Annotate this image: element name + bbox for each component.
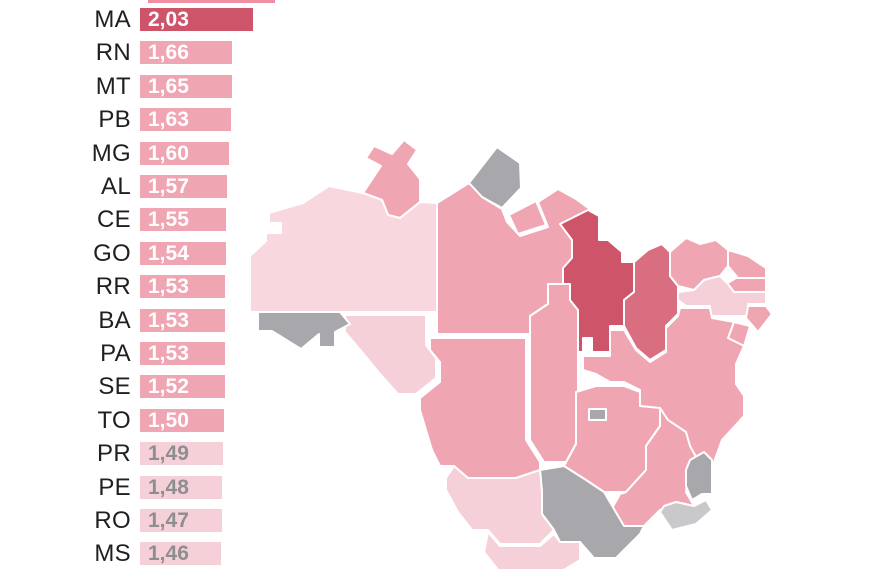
bar-row-to: TO 1,50 <box>0 407 224 434</box>
state-label-ro: RO <box>94 507 131 534</box>
bar-value-label: 1,54 <box>148 242 189 265</box>
state-shape-pr <box>483 531 581 570</box>
state-shape-al <box>745 305 773 333</box>
bar-row-mg: MG 1,60 <box>0 140 229 167</box>
state-shape-ro <box>344 314 437 395</box>
value-bar-rn: 1,66 <box>140 41 232 64</box>
bar-value-label: 1,60 <box>148 142 189 165</box>
state-label-to: TO <box>97 407 131 434</box>
bar-value-label: 1,66 <box>148 41 189 64</box>
bar-value-label: 1,47 <box>148 509 189 532</box>
value-bar-pb: 1,63 <box>140 108 231 131</box>
value-bar-pe: 1,48 <box>140 476 222 499</box>
state-label-se: SE <box>98 373 131 400</box>
bar-value-label: 1,52 <box>148 375 189 398</box>
bar-value-label: 1,55 <box>148 208 189 231</box>
bar-row-ce: CE 1,55 <box>0 206 226 233</box>
cropped-top-bar <box>148 0 275 3</box>
value-bar-ro: 1,47 <box>140 509 222 532</box>
value-bar-pa: 1,53 <box>140 342 225 365</box>
value-bar-ba: 1,53 <box>140 309 225 332</box>
bar-row-pr: PR 1,49 <box>0 440 223 467</box>
state-label-al: AL <box>101 173 131 200</box>
bar-row-pe: PE 1,48 <box>0 474 222 501</box>
bar-value-label: 1,53 <box>148 309 189 332</box>
value-bar-ce: 1,55 <box>140 208 226 231</box>
bar-value-label: 1,49 <box>148 442 189 465</box>
bar-row-al: AL 1,57 <box>0 173 227 200</box>
bar-value-label: 1,57 <box>148 175 189 198</box>
value-bar-al: 1,57 <box>140 175 227 198</box>
state-shape-ms <box>445 465 555 545</box>
state-label-rn: RN <box>95 39 131 66</box>
value-bar-mt: 1,65 <box>140 75 232 98</box>
state-shape-pa <box>508 200 547 235</box>
value-bar-se: 1,52 <box>140 375 225 398</box>
state-label-rr: RR <box>95 273 131 300</box>
value-bar-ma: 2,03 <box>140 8 253 31</box>
bar-value-label: 1,65 <box>148 75 189 98</box>
bar-value-label: 1,46 <box>148 542 189 565</box>
value-bar-to: 1,50 <box>140 409 224 432</box>
state-label-ba: BA <box>98 307 131 334</box>
bar-row-ro: RO 1,47 <box>0 507 222 534</box>
state-shape-rj <box>659 499 713 531</box>
bar-value-label: 1,48 <box>148 476 189 499</box>
state-label-pb: PB <box>98 106 131 133</box>
bar-value-label: 1,50 <box>148 409 189 432</box>
state-label-mt: MT <box>95 73 131 100</box>
state-shape-to <box>529 283 579 463</box>
state-label-mg: MG <box>91 140 131 167</box>
bar-value-label: 2,03 <box>148 8 189 31</box>
value-bar-mg: 1,60 <box>140 142 229 165</box>
state-label-ma: MA <box>94 6 131 33</box>
state-label-pe: PE <box>98 474 131 501</box>
state-shape-pe <box>677 275 767 317</box>
bar-value-label: 1,53 <box>148 275 189 298</box>
bar-row-rr: RR 1,53 <box>0 273 225 300</box>
bar-value-label: 1,63 <box>148 108 189 131</box>
state-shape-df <box>588 408 607 421</box>
state-label-ce: CE <box>97 206 131 233</box>
bar-row-pa: PA 1,53 <box>0 340 225 367</box>
state-label-pr: PR <box>97 440 131 467</box>
bar-row-rn: RN 1,66 <box>0 39 232 66</box>
bar-row-mt: MT 1,65 <box>0 73 232 100</box>
bar-row-ba: BA 1,53 <box>0 307 225 334</box>
bar-row-ma: MA 2,03 <box>0 6 253 33</box>
value-bar-rr: 1,53 <box>140 275 225 298</box>
state-shape-ac <box>257 311 351 350</box>
state-label-ms: MS <box>94 540 131 567</box>
bar-value-label: 1,53 <box>148 342 189 365</box>
state-shape-es <box>685 451 713 501</box>
value-bar-go: 1,54 <box>140 242 226 265</box>
bar-row-go: GO 1,54 <box>0 240 226 267</box>
state-shape-mt <box>419 337 541 479</box>
state-shape-pi <box>623 243 679 361</box>
bar-row-pb: PB 1,63 <box>0 106 231 133</box>
value-bar-pr: 1,49 <box>140 442 223 465</box>
bar-row-ms: MS 1,46 <box>0 540 221 567</box>
bar-row-se: SE 1,52 <box>0 373 225 400</box>
state-label-go: GO <box>93 240 131 267</box>
state-shape-rn <box>727 249 767 279</box>
brazil-choropleth-map <box>249 139 773 570</box>
state-shape-sp <box>539 465 645 559</box>
state-label-pa: PA <box>100 340 131 367</box>
value-bar-ms: 1,46 <box>140 542 221 565</box>
